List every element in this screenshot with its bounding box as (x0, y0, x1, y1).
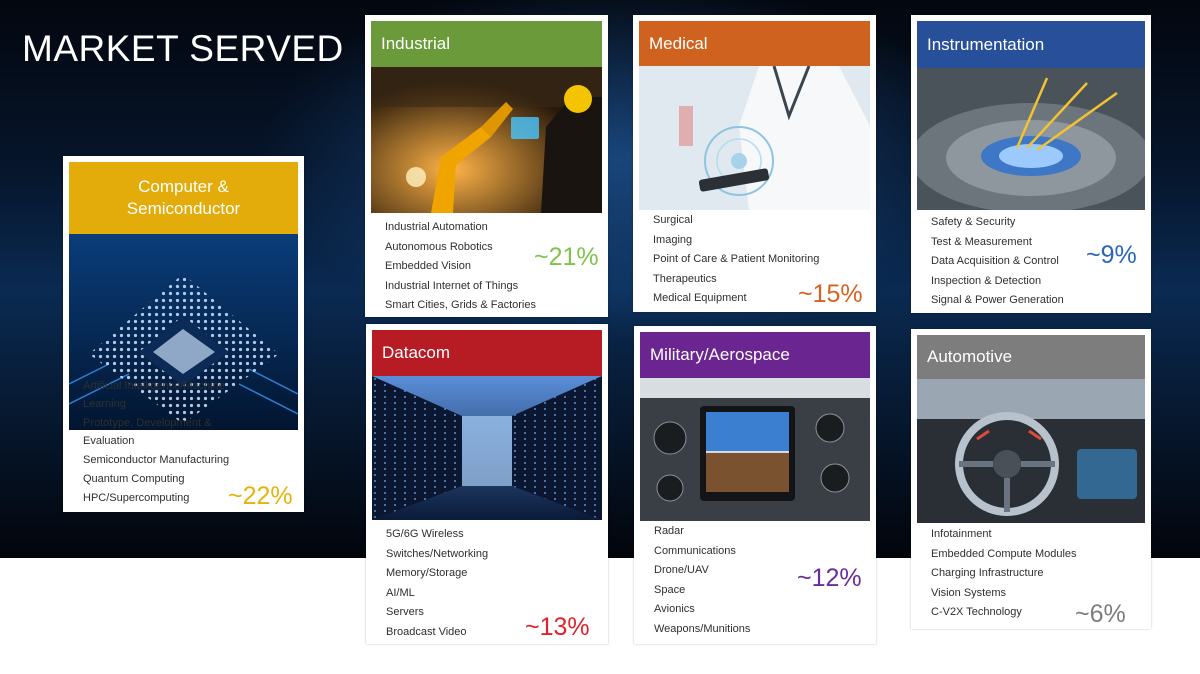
card-header: Computer & Semiconductor (69, 162, 298, 234)
list-item: Broadcast Video (386, 625, 467, 638)
list-item: Infotainment (931, 528, 992, 540)
segment-card-industrial: Industrial Industrial Automation Autonom… (365, 15, 608, 317)
list-item: Communications (654, 544, 736, 557)
list-item: AI/ML (386, 586, 415, 599)
list-item: Avionics (654, 603, 695, 616)
card-header: Datacom (372, 330, 602, 376)
list-item: Point of Care & Patient Monitoring (653, 253, 820, 266)
slide-title: MARKET SERVED (22, 28, 344, 69)
car-interior-photo (917, 379, 1145, 523)
list-item: 5G/6G Wireless (386, 528, 464, 540)
list-item: Space (654, 583, 686, 596)
list-item: Radar (654, 525, 684, 537)
list-item: HPC/Supercomputing (83, 492, 190, 504)
segment-card-computer: Computer & Semiconductor Artificial Inte… (63, 156, 304, 512)
market-share-value: ~22% (228, 482, 293, 510)
segment-card-instrumentation: Instrumentation Safety & Security Test &… (911, 15, 1151, 313)
list-item: Therapeutics (653, 272, 717, 285)
list-item: Switches/Networking (386, 547, 489, 560)
list-item: Quantum Computing (83, 473, 185, 485)
chip-photo (69, 234, 298, 430)
segment-card-military: Military/Aerospace Radar Communications … (634, 326, 876, 644)
list-item: Servers (386, 606, 424, 619)
list-item: Signal & Power Generation (931, 294, 1064, 307)
list-item: Test & Measurement (931, 235, 1032, 248)
card-header: Automotive (917, 335, 1145, 379)
card-header: Industrial (371, 21, 602, 67)
instrumentation-photo (917, 68, 1145, 210)
card-header: Military/Aerospace (640, 332, 870, 378)
list-item: Surgical (653, 214, 693, 226)
medical-doctor-photo (639, 66, 870, 210)
application-list: Industrial Automation Autonomous Robotic… (385, 218, 536, 316)
application-list: Infotainment Embedded Compute Modules Ch… (931, 525, 1077, 623)
list-item: Drone/UAV (654, 564, 709, 577)
card-header: Instrumentation (917, 21, 1145, 68)
segment-card-automotive: Automotive Infotainment Embedded Compute… (911, 329, 1151, 629)
segment-card-medical: Medical Surgical Imaging Point of Care &… (633, 15, 876, 312)
datacom-server-photo (372, 376, 602, 520)
list-item: Prototype, Development & Evaluation (83, 417, 212, 447)
list-item: Embedded Compute Modules (931, 547, 1077, 560)
list-item: Data Acquisition & Control (931, 255, 1059, 268)
list-item: Industrial Internet of Things (385, 279, 519, 292)
list-item: Smart Cities, Grids & Factories (385, 299, 536, 312)
list-item: Embedded Vision (385, 260, 472, 273)
application-list: Surgical Imaging Point of Care & Patient… (653, 211, 819, 309)
list-item: Memory/Storage (386, 567, 468, 580)
list-item: Medical Equipment (653, 292, 747, 305)
list-item: C-V2X Technology (931, 606, 1022, 619)
list-item: Autonomous Robotics (385, 240, 493, 253)
market-share-value: ~12% (797, 564, 862, 592)
list-item: Weapons/Munitions (654, 622, 751, 635)
industrial-robot-photo (371, 67, 602, 213)
market-share-value: ~21% (534, 243, 599, 271)
list-item: Industrial Automation (385, 221, 488, 233)
application-list: Radar Communications Drone/UAV Space Avi… (654, 522, 750, 640)
list-item: Semiconductor Manufacturing (83, 454, 230, 466)
application-list: Artificial Intelligence/Machine Learning… (83, 377, 253, 508)
list-item: Charging Infrastructure (931, 567, 1044, 580)
list-item: Inspection & Detection (931, 274, 1042, 287)
market-share-value: ~15% (798, 280, 863, 308)
list-item: Vision Systems (931, 586, 1006, 599)
list-item: Imaging (653, 233, 693, 246)
market-share-value: ~6% (1075, 600, 1126, 628)
market-share-value: ~13% (525, 613, 590, 641)
application-list: Safety & Security Test & Measurement Dat… (931, 213, 1064, 311)
market-share-value: ~9% (1086, 241, 1137, 269)
segment-card-datacom: Datacom 5G/6G Wireless Switches/Networki… (366, 324, 608, 644)
cockpit-avionics-photo (640, 378, 870, 521)
application-list: 5G/6G Wireless Switches/Networking Memor… (386, 525, 488, 643)
list-item: Safety & Security (931, 216, 1016, 228)
list-item: Artificial Intelligence/Machine Learning (83, 380, 225, 410)
card-header: Medical (639, 21, 870, 66)
